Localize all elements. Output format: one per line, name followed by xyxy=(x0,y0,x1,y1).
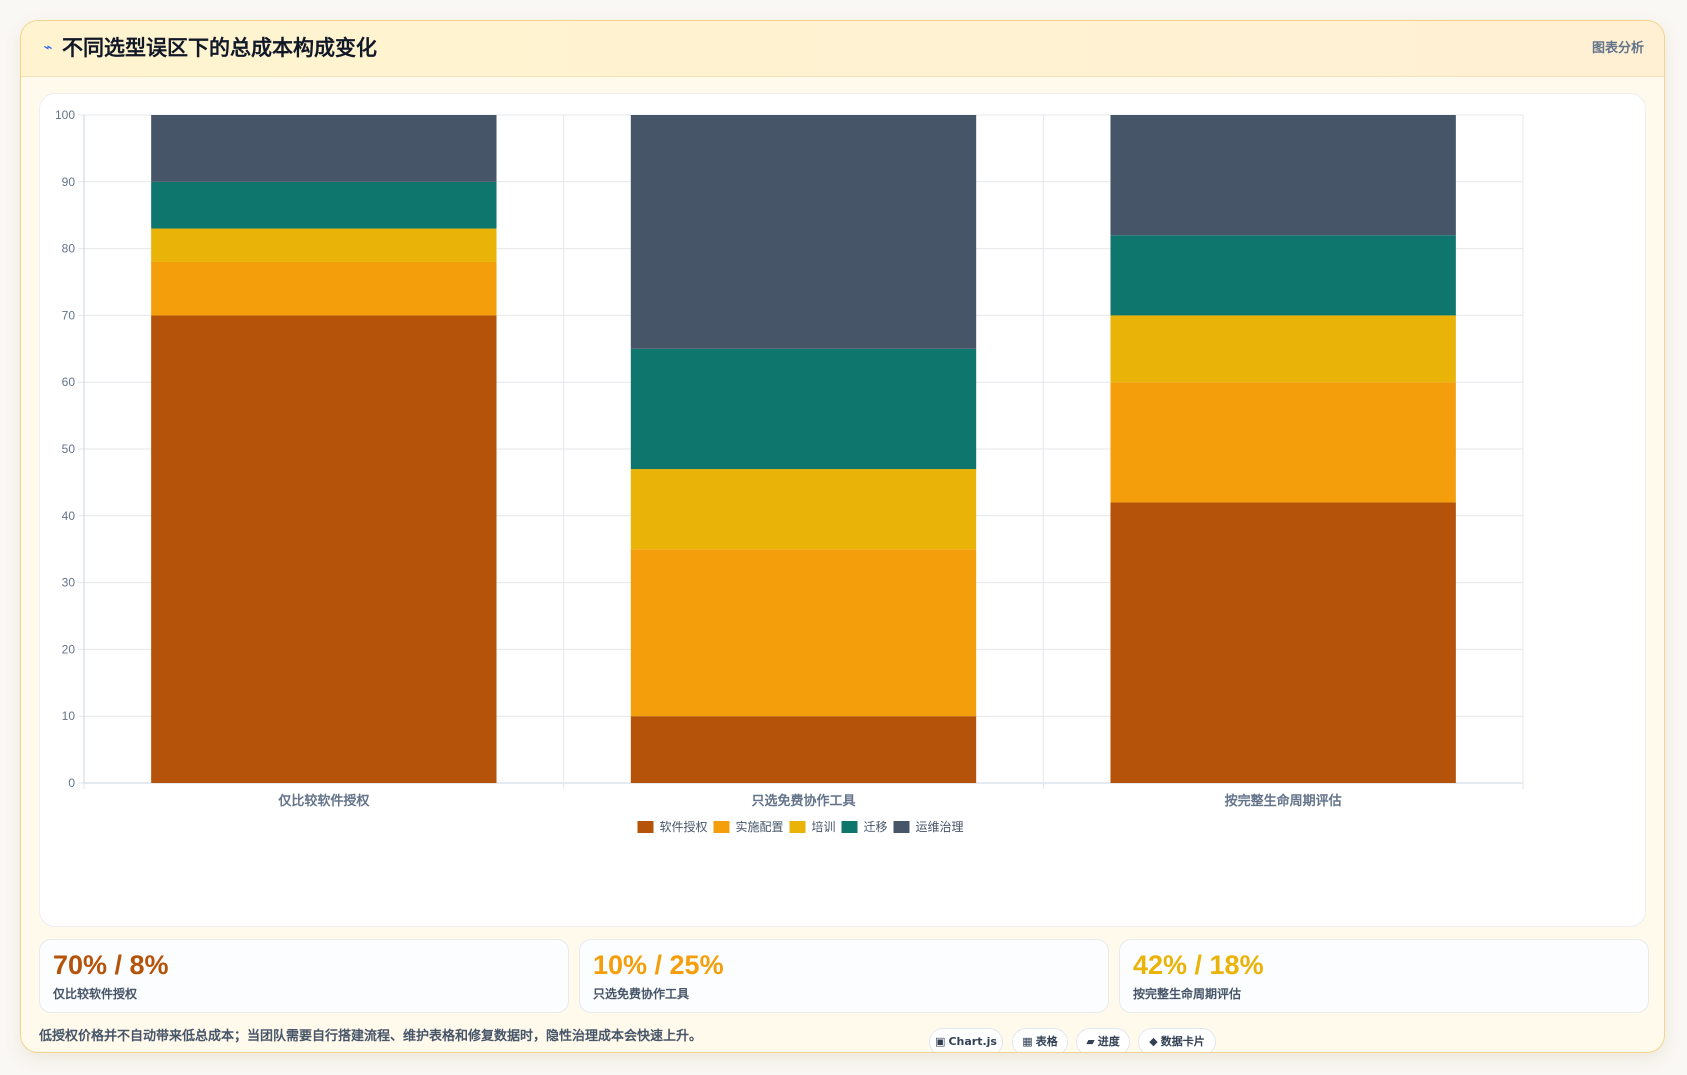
stat-card-lifecycle: 42% / 18% 按完整生命周期评估 xyxy=(1119,939,1649,1013)
bar-segment xyxy=(1110,315,1456,383)
stat-card-free-tools: 10% / 25% 只选免费协作工具 xyxy=(579,939,1109,1013)
bar-segment xyxy=(630,348,977,470)
y-tick-label: 80 xyxy=(62,242,76,256)
x-tick-label: 按完整生命周期评估 xyxy=(1225,793,1342,809)
legend-swatch xyxy=(893,821,910,833)
chip-progress[interactable]: ▰ 进度 xyxy=(1076,1028,1130,1052)
legend-swatch xyxy=(841,821,858,833)
bar-segment xyxy=(630,469,977,550)
bar-segment xyxy=(1110,502,1456,783)
stat-label: 仅比较软件授权 xyxy=(53,987,138,1001)
x-tick-label: 只选免费协作工具 xyxy=(751,793,855,809)
table-icon: ▦ xyxy=(1022,1035,1033,1048)
y-tick-label: 20 xyxy=(62,642,76,656)
chip-label: 表格 xyxy=(1035,1035,1058,1048)
legend-label: 运维治理 xyxy=(916,820,964,834)
chip-label: 数据卡片 xyxy=(1160,1035,1205,1048)
bar-segment xyxy=(151,181,497,229)
y-tick-label: 40 xyxy=(62,509,76,523)
chart-card: ⌁ 不同选型误区下的总成本构成变化 图表分析 0 10 20 30 40 50 60 70 80… xyxy=(20,20,1665,1053)
y-tick-label: 100 xyxy=(55,108,75,122)
bar-segment xyxy=(151,115,497,182)
bar-segment xyxy=(630,716,977,783)
y-tick-label: 90 xyxy=(62,175,76,189)
chip-data-card[interactable]: ◆ 数据卡片 xyxy=(1138,1028,1216,1052)
bar-segment xyxy=(1110,382,1456,503)
stat-card-license-only: 70% / 8% 仅比较软件授权 xyxy=(39,939,569,1013)
legend-swatch xyxy=(789,821,806,833)
chip-table[interactable]: ▦ 表格 xyxy=(1012,1028,1068,1052)
bar-segment xyxy=(151,315,497,783)
stacked-bar-chart: 0 10 20 30 40 50 60 70 80 90 100 仅比较软件授权 只选免费协作工具 按完整… xyxy=(55,108,1524,834)
stat-label: 只选免费协作工具 xyxy=(593,987,690,1001)
bar-segment xyxy=(151,228,497,262)
legend-label: 软件授权 xyxy=(660,819,708,834)
progress-icon: ▰ xyxy=(1086,1035,1095,1048)
card-header: ⌁ 不同选型误区下的总成本构成变化 图表分析 xyxy=(21,21,1664,77)
lightning-icon: ⌁ xyxy=(43,38,53,56)
bar-segment xyxy=(1110,115,1456,236)
stat-value: 42% / 18% xyxy=(1133,950,1264,980)
y-tick-label: 50 xyxy=(62,442,76,456)
legend-swatch xyxy=(713,821,730,833)
bar-segment xyxy=(630,115,977,349)
chart-analysis-label[interactable]: 图表分析 xyxy=(1591,41,1644,56)
legend-label: 迁移 xyxy=(864,820,888,834)
diamond-icon: ◆ xyxy=(1149,1035,1158,1048)
chart-panel: 0 10 20 30 40 50 60 70 80 90 100 仅比较软件授权 只选免费协作工具 按完整… xyxy=(39,93,1646,927)
chip-chartjs[interactable]: ▣ Chart.js xyxy=(929,1028,1003,1052)
y-tick-label: 70 xyxy=(62,308,76,322)
bar-segment xyxy=(1110,235,1456,316)
y-tick-label: 0 xyxy=(68,776,75,790)
stat-value: 70% / 8% xyxy=(53,950,169,980)
chip-label: 进度 xyxy=(1097,1035,1120,1048)
bar-segment xyxy=(630,549,977,717)
y-tick-label: 60 xyxy=(62,375,76,389)
square-icon: ▣ xyxy=(935,1035,946,1048)
legend-swatch xyxy=(637,821,654,833)
y-tick-label: 10 xyxy=(62,709,76,723)
bar-segment xyxy=(151,261,497,316)
x-tick-label: 仅比较软件授权 xyxy=(277,793,370,809)
legend-label: 培训 xyxy=(812,819,836,834)
chart-title: 不同选型误区下的总成本构成变化 xyxy=(62,36,377,60)
legend-label: 实施配置 xyxy=(736,819,784,834)
y-tick-label: 30 xyxy=(62,576,76,590)
footnote: 低授权价格并不自动带来低总成本；当团队需要自行搭建流程、维护表格和修复数据时，隐… xyxy=(39,1029,703,1044)
chip-label: Chart.js xyxy=(948,1035,997,1048)
stat-value: 10% / 25% xyxy=(593,950,724,980)
stat-label: 按完整生命周期评估 xyxy=(1133,987,1242,1001)
